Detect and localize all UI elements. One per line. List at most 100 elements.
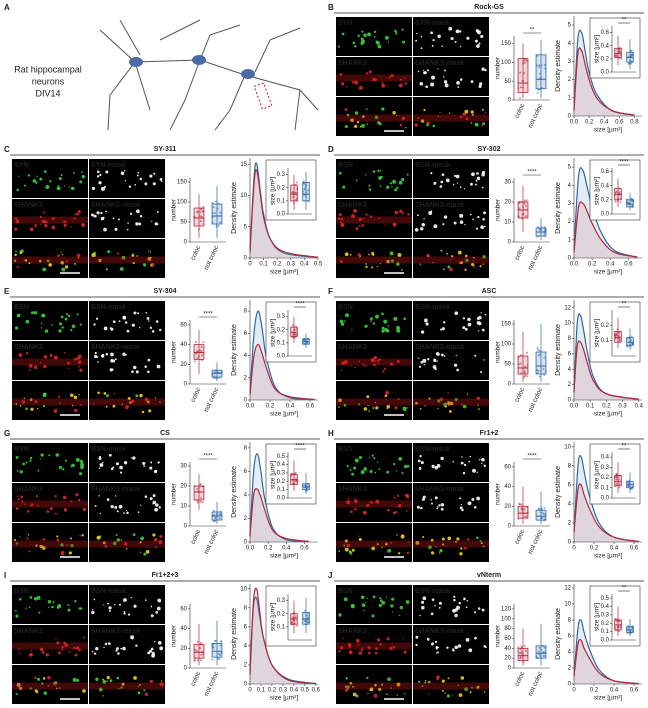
y-tick-label: 4 <box>568 501 572 507</box>
puncta <box>125 405 129 410</box>
puncta <box>16 469 19 472</box>
puncta <box>75 458 80 462</box>
x-tick-label: 0.0 <box>570 404 579 410</box>
puncta <box>444 405 447 408</box>
puncta <box>130 596 132 599</box>
puncta <box>389 182 393 185</box>
puncta <box>416 214 419 217</box>
puncta <box>478 408 480 410</box>
puncta <box>112 404 116 408</box>
density-area <box>574 340 639 400</box>
puncta <box>19 251 23 255</box>
puncta <box>116 676 120 680</box>
jitter-dot <box>199 659 202 662</box>
jitter-dot <box>536 91 539 94</box>
y-tick-label: 0 <box>508 98 512 104</box>
puncta <box>67 367 70 370</box>
puncta <box>428 693 430 695</box>
y-tick-label: 60 <box>504 465 511 471</box>
x-tick-label: coloc <box>514 670 527 687</box>
jitter-dot <box>537 348 540 351</box>
puncta <box>67 604 70 607</box>
puncta <box>126 548 128 550</box>
micrograph <box>413 381 489 420</box>
x-tick-label: 0.6 <box>300 546 309 552</box>
puncta <box>392 511 396 515</box>
puncta <box>361 39 365 44</box>
x-tick-label: 0.2 <box>273 262 282 268</box>
puncta <box>145 311 148 314</box>
puncta <box>51 225 56 230</box>
y-tick-label: 1 <box>568 95 572 101</box>
y-tick-label: 0.4 <box>277 462 286 468</box>
puncta <box>118 218 120 221</box>
puncta <box>459 506 463 510</box>
puncta <box>395 114 398 117</box>
puncta <box>79 323 82 326</box>
puncta <box>15 219 20 224</box>
puncta <box>345 85 348 88</box>
puncta <box>416 505 420 509</box>
micrograph <box>413 625 489 664</box>
puncta <box>34 400 38 404</box>
y-tick-label: 0.4 <box>601 604 610 610</box>
x-tick-label: 0.0 <box>570 262 579 268</box>
puncta <box>352 41 356 45</box>
puncta <box>392 645 396 649</box>
puncta <box>392 179 397 184</box>
jitter-dot <box>629 55 632 58</box>
puncta <box>58 465 63 470</box>
jitter-dot <box>202 205 205 208</box>
puncta <box>348 650 353 655</box>
micrograph <box>336 239 412 278</box>
box <box>626 199 634 208</box>
y-tick-label: 2 <box>244 663 248 669</box>
jitter-dot <box>523 645 526 648</box>
jitter-dot <box>539 349 542 352</box>
puncta <box>73 395 78 400</box>
puncta <box>463 597 466 601</box>
puncta <box>373 693 378 698</box>
puncta <box>81 223 86 228</box>
puncta <box>358 537 362 541</box>
puncta <box>465 258 469 263</box>
puncta <box>75 646 79 650</box>
puncta <box>373 36 376 38</box>
y-tick-label: 0.6 <box>601 169 610 175</box>
dendrite-signal <box>413 114 489 122</box>
puncta <box>118 320 121 322</box>
puncta <box>379 643 383 646</box>
puncta <box>146 316 150 320</box>
puncta <box>156 223 159 225</box>
puncta <box>367 646 371 650</box>
puncta <box>383 367 386 370</box>
puncta <box>38 611 41 614</box>
puncta <box>415 541 420 545</box>
jitter-dot <box>196 211 199 214</box>
y-tick-label: 100 <box>501 342 512 348</box>
jitter-dot <box>291 616 294 619</box>
channel-label: SHANK3 <box>14 344 43 351</box>
puncta <box>394 406 398 410</box>
puncta <box>482 255 486 259</box>
y-tick-label: 0 <box>184 524 188 530</box>
y-axis-label: size [µm²] <box>270 319 277 347</box>
puncta <box>14 326 19 330</box>
puncta <box>35 598 38 601</box>
puncta <box>464 268 467 271</box>
puncta <box>481 462 483 465</box>
puncta <box>36 175 38 178</box>
jitter-dot <box>538 508 541 511</box>
x-axis-label: size [µm²] <box>270 269 298 276</box>
puncta <box>418 467 422 470</box>
puncta <box>376 360 379 362</box>
puncta <box>355 179 358 182</box>
puncta <box>132 456 136 460</box>
puncta <box>439 111 441 114</box>
puncta <box>480 542 483 545</box>
density-area <box>574 313 639 400</box>
jitter-dot <box>524 215 527 218</box>
puncta <box>19 405 22 407</box>
puncta <box>337 217 341 220</box>
jitter-dot <box>615 482 618 485</box>
